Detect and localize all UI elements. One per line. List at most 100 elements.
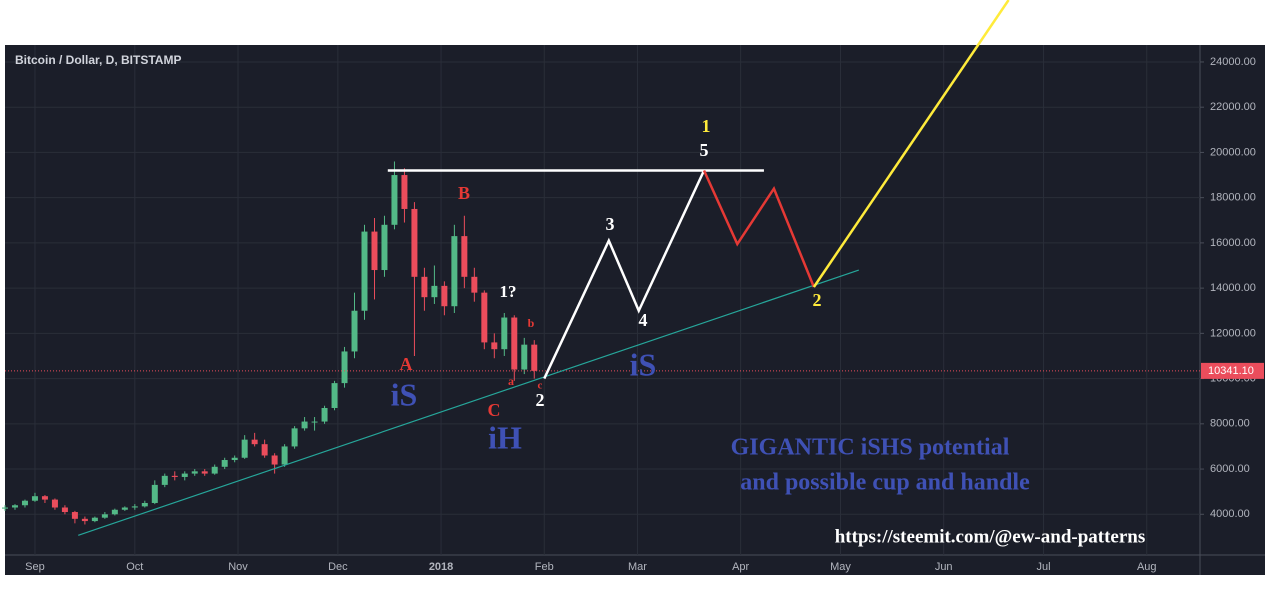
x-tick-label: Oct — [126, 561, 143, 573]
headline: GIGANTIC iSHS potential — [731, 435, 1010, 461]
candle-body — [321, 407, 328, 422]
x-tick-label: Feb — [535, 561, 554, 573]
candle-body — [41, 496, 48, 500]
y-tick-label: 16000.00 — [1210, 237, 1256, 249]
candle-body — [91, 517, 98, 522]
candle-body — [11, 505, 18, 508]
last-price-label: 10341.10 — [1208, 365, 1254, 377]
y-tick-label: 18000.00 — [1210, 192, 1256, 204]
x-tick-label: Jun — [935, 561, 953, 573]
candle-body — [371, 231, 378, 271]
candle-body — [251, 439, 258, 445]
candle-body — [311, 421, 318, 423]
candle-body — [141, 502, 148, 507]
candle-body — [151, 484, 158, 503]
wave-label: 1 — [702, 116, 711, 136]
candle-body — [181, 473, 188, 477]
chart-title: Bitcoin / Dollar, D, BITSTAMP — [15, 53, 181, 67]
candle-body — [31, 496, 38, 501]
candle-body — [361, 231, 368, 311]
candle-body — [51, 499, 58, 508]
wave-label: b — [528, 316, 535, 330]
candle-body — [201, 471, 208, 474]
headline: and possible cup and handle — [740, 470, 1030, 496]
wave-label: 3 — [606, 214, 615, 234]
wave-label: 5 — [700, 140, 709, 160]
wave-label: a — [508, 374, 514, 388]
x-tick-label: Aug — [1137, 561, 1157, 573]
candle-body — [191, 471, 198, 474]
wave-label: A — [400, 354, 413, 374]
candle-body — [381, 224, 388, 271]
candle-body — [101, 514, 108, 518]
wave-label: 1? — [500, 282, 517, 301]
x-tick-label: May — [830, 561, 851, 573]
candle-body — [301, 421, 308, 429]
candle-body — [81, 518, 88, 522]
trend-drawing — [702, 170, 816, 288]
candle-body — [481, 292, 488, 343]
candle-body — [241, 439, 248, 458]
x-tick-label: Sep — [25, 561, 45, 573]
wave-label: 2 — [536, 390, 545, 410]
wave-label: 2 — [813, 290, 822, 310]
pattern-label: iS — [630, 346, 657, 382]
candle-body — [131, 506, 138, 508]
x-tick-label: 2018 — [429, 561, 453, 573]
candle-body — [231, 457, 238, 461]
candle-body — [401, 175, 408, 209]
candle-body — [521, 344, 528, 370]
candle-body — [451, 236, 458, 307]
last-price-box — [1201, 362, 1264, 379]
candle-body — [2, 507, 8, 509]
y-tick-label: 20000.00 — [1210, 146, 1256, 158]
x-tick-label: Dec — [328, 561, 348, 573]
candle-body — [271, 455, 278, 465]
candle-body — [501, 317, 508, 350]
url-label: https://steemit.com/@ew-and-patterns — [835, 526, 1146, 547]
y-tick-label: 4000.00 — [1210, 508, 1250, 520]
wave-label: B — [458, 183, 470, 203]
x-tick-label: Mar — [628, 561, 647, 573]
candle-body — [61, 507, 68, 513]
candle-body — [21, 500, 28, 506]
y-tick-label: 24000.00 — [1210, 56, 1256, 68]
candle-body — [431, 285, 438, 298]
candle-body — [111, 509, 118, 515]
pattern-label: iH — [488, 419, 522, 455]
candle-body — [221, 460, 228, 467]
candle-body — [531, 344, 538, 371]
y-tick-label: 6000.00 — [1210, 463, 1250, 475]
candle-body — [261, 444, 268, 456]
candle-body — [511, 317, 518, 370]
candle-body — [391, 175, 398, 225]
candle-body — [421, 276, 428, 298]
candle-body — [471, 276, 478, 293]
candle-body — [351, 310, 358, 352]
candle-body — [491, 342, 498, 350]
candle-body — [121, 507, 128, 510]
x-tick-label: Nov — [228, 561, 248, 573]
y-tick-label: 14000.00 — [1210, 282, 1256, 294]
wave-label: C — [488, 400, 501, 420]
candle-body — [211, 466, 218, 474]
trend-drawing — [78, 269, 860, 536]
candle-body — [281, 446, 288, 465]
candle-body — [461, 236, 468, 277]
x-tick-label: Apr — [732, 561, 749, 573]
candle-body — [331, 383, 338, 408]
trend-drawing — [543, 169, 706, 380]
candle-body — [411, 208, 418, 277]
y-tick-label: 8000.00 — [1210, 418, 1250, 430]
candle-body — [161, 475, 168, 485]
candle-body — [71, 512, 78, 519]
y-tick-label: 22000.00 — [1210, 101, 1256, 113]
pattern-label: iS — [391, 376, 418, 412]
x-tick-label: Jul — [1037, 561, 1051, 573]
wave-label: 4 — [639, 310, 648, 330]
y-tick-label: 12000.00 — [1210, 327, 1256, 339]
wave-label: c — [538, 380, 543, 392]
candle-body — [171, 475, 178, 477]
